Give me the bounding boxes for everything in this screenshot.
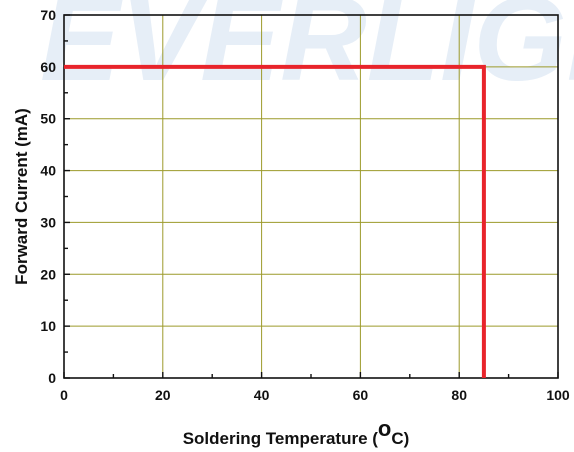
y-axis-title: Forward Current (mA)	[12, 108, 31, 285]
y-tick-label-30: 30	[40, 214, 56, 230]
series-group	[64, 64, 486, 378]
x-tick-label-20: 20	[155, 387, 171, 403]
y-tick-label-20: 20	[40, 266, 56, 282]
y-tick-label-50: 50	[40, 111, 56, 127]
x-tick-label-0: 0	[60, 387, 68, 403]
y-tick-labels: 0 10 20 30 40 50 60 70	[40, 7, 56, 386]
y-tick-label-60: 60	[40, 59, 56, 75]
x-axis-title: Soldering Temperature (oC)	[183, 416, 410, 448]
x-tick-label-60: 60	[353, 387, 369, 403]
x-tick-labels: 0 20 40 60 80 100	[60, 387, 570, 403]
minor-ticks	[63, 14, 559, 379]
x-tick-label-80: 80	[451, 387, 467, 403]
y-tick-label-10: 10	[40, 318, 56, 334]
y-tick-label-70: 70	[40, 7, 56, 23]
watermark-logo: EVERLIGHT	[40, 0, 574, 106]
x-tick-label-100: 100	[546, 387, 570, 403]
x-tick-label-40: 40	[254, 387, 270, 403]
y-tick-label-0: 0	[48, 370, 56, 386]
y-tick-label-40: 40	[40, 163, 56, 179]
series-line-0	[64, 64, 486, 378]
